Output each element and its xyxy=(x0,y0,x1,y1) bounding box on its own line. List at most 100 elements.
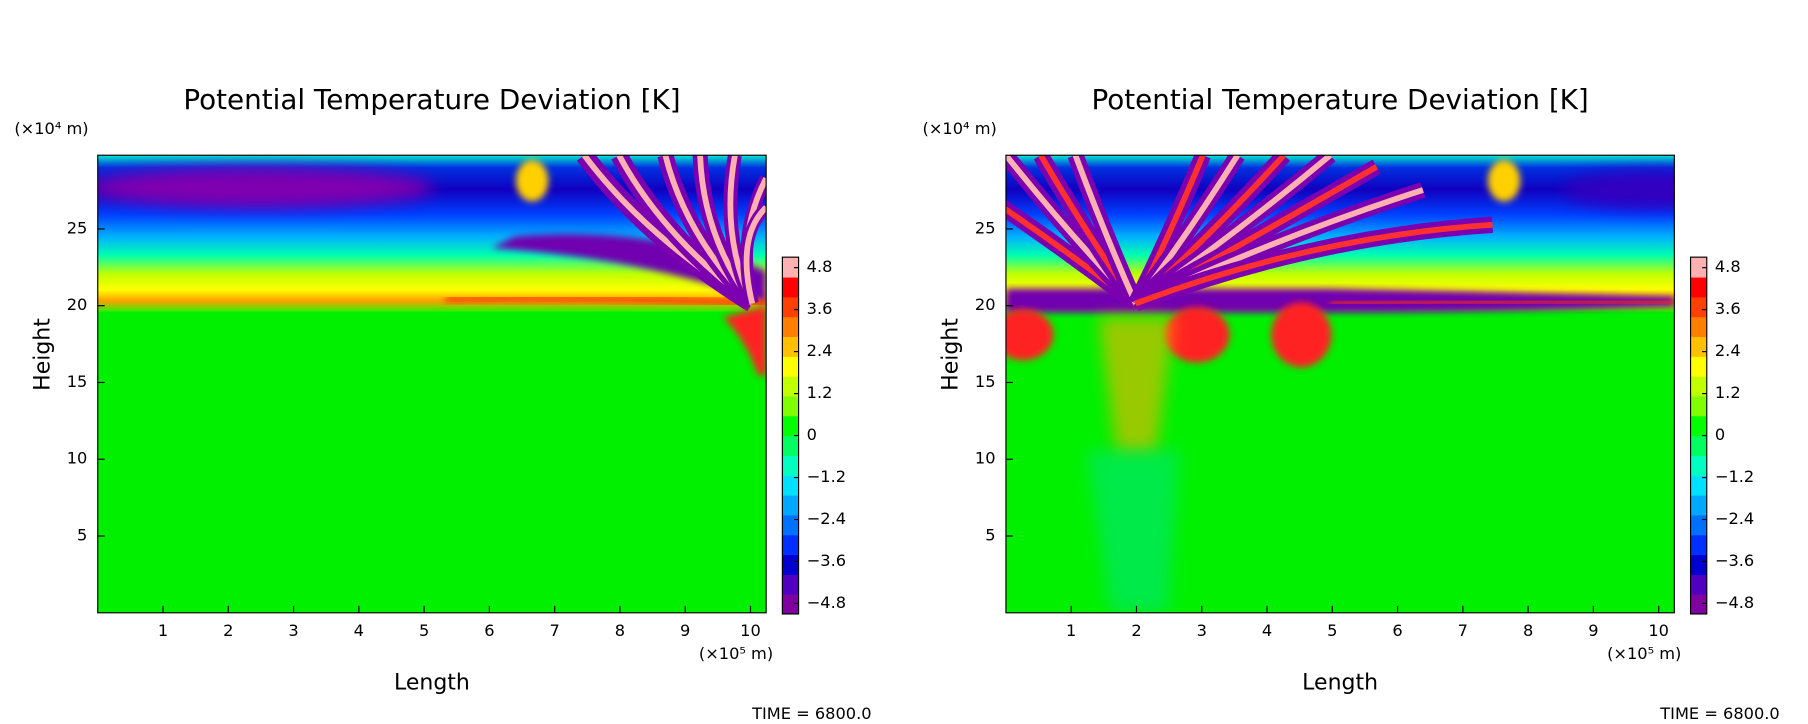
time-annotation: TIME = 6800.0 xyxy=(1659,704,1779,723)
chart-title: Potential Temperature Deviation [K] xyxy=(183,83,680,116)
x-tick-label: 4 xyxy=(354,621,364,640)
colorbar-band xyxy=(1690,574,1707,595)
field-finger-core xyxy=(1072,155,1139,305)
x-tick-label: 7 xyxy=(1458,621,1468,640)
colorbar-band xyxy=(782,514,799,536)
colorbar-band xyxy=(1690,514,1707,536)
x-tick-label: 1 xyxy=(1066,621,1076,640)
colorbar-tick-label: 3.6 xyxy=(1715,299,1741,318)
y-unit: (×10⁴ m) xyxy=(923,119,997,138)
colorbar-tick-label: −2.4 xyxy=(1715,509,1754,528)
panel: Potential Temperature Deviation [K] (×10⁴… xyxy=(14,83,871,723)
field-blob xyxy=(1561,171,1675,209)
colorbar-band xyxy=(1690,356,1707,377)
x-tick-label: 2 xyxy=(223,621,233,640)
colorbar-band xyxy=(1690,276,1707,298)
colorbar-tick-label: −2.4 xyxy=(807,509,846,528)
plot-frame xyxy=(97,154,767,614)
contour-field xyxy=(1005,155,1675,613)
y-tick-label: 10 xyxy=(67,449,88,468)
colorbar-band xyxy=(1690,376,1707,397)
y-tick-label: 20 xyxy=(975,295,996,314)
colorbar-tick-label: 2.4 xyxy=(807,341,833,360)
field-blob xyxy=(515,159,549,202)
field-plume xyxy=(1271,302,1332,368)
chart-title: Potential Temperature Deviation [K] xyxy=(1092,83,1589,116)
colorbar-tick-label: 1.2 xyxy=(1715,383,1741,402)
panel: Potential Temperature Deviation [K] (×10⁴… xyxy=(923,83,1780,723)
colorbar-band xyxy=(1690,257,1707,278)
field-blob xyxy=(97,167,434,208)
y-tick-label: 25 xyxy=(67,218,88,237)
colorbar-tick-label: −4.8 xyxy=(807,593,846,612)
colorbar-tick-label: −4.8 xyxy=(1715,593,1754,612)
field-column xyxy=(1098,317,1174,451)
colorbar-band xyxy=(1690,336,1707,357)
colorbar-band xyxy=(782,276,799,298)
colorbar-band xyxy=(782,455,799,476)
x-axis-label: Length xyxy=(394,670,470,695)
x-unit: (×10⁵ m) xyxy=(1607,644,1681,663)
colorbar-band xyxy=(1690,594,1707,615)
colorbar-tick-label: 2.4 xyxy=(1715,341,1741,360)
x-tick-label: 9 xyxy=(680,621,690,640)
x-tick-label: 2 xyxy=(1131,621,1141,640)
x-tick-label: 7 xyxy=(550,621,560,640)
x-tick-label: 6 xyxy=(1392,621,1402,640)
x-tick-label: 8 xyxy=(615,621,625,640)
colorbar-tick-label: −1.2 xyxy=(807,467,846,486)
colorbar-band xyxy=(782,316,799,338)
y-tick-label: 10 xyxy=(975,449,996,468)
x-tick-label: 10 xyxy=(1648,621,1669,640)
colorbar-tick-label: −1.2 xyxy=(1715,467,1754,486)
field-red-line xyxy=(445,295,767,307)
colorbar-band xyxy=(782,534,799,556)
colorbar-band xyxy=(782,475,799,496)
x-tick-label: 6 xyxy=(484,621,494,640)
colorbar-band xyxy=(1690,495,1707,516)
x-tick-label: 4 xyxy=(1262,621,1272,640)
y-tick-label: 20 xyxy=(67,295,88,314)
colorbar-band xyxy=(782,356,799,377)
field-plume xyxy=(723,305,767,376)
field-red-line xyxy=(1330,298,1675,306)
colorbar-band xyxy=(1690,296,1707,318)
x-axis-label: Length xyxy=(1302,670,1378,695)
time-annotation: TIME = 6800.0 xyxy=(751,704,871,723)
colorbar-band xyxy=(1690,455,1707,476)
x-tick-label: 1 xyxy=(158,621,168,640)
field-blob xyxy=(1487,159,1521,202)
y-tick-label: 25 xyxy=(975,218,996,237)
field-plume xyxy=(1164,306,1230,363)
colorbar-band xyxy=(782,495,799,516)
colorbar-band xyxy=(1690,475,1707,496)
y-axis-label: Height xyxy=(938,318,963,391)
x-tick-label: 3 xyxy=(288,621,298,640)
colorbar-band xyxy=(782,435,799,456)
contour-field xyxy=(97,155,767,613)
colorbar-band xyxy=(1690,554,1707,575)
colorbar-tick-label: 1.2 xyxy=(807,383,833,402)
field-column xyxy=(1087,450,1180,613)
colorbar-tick-label: 0 xyxy=(807,425,817,444)
colorbar-band xyxy=(1690,534,1707,556)
colorbar-tick-label: 4.8 xyxy=(807,257,833,276)
field-plume xyxy=(1005,309,1054,361)
x-tick-label: 5 xyxy=(419,621,429,640)
colorbar-tick-label: 0 xyxy=(1715,425,1725,444)
y-tick-label: 5 xyxy=(77,526,87,545)
colorbar-band xyxy=(1690,316,1707,338)
y-tick-label: 5 xyxy=(985,526,995,545)
plot-frame xyxy=(1005,154,1675,614)
colorbar-band xyxy=(782,395,799,417)
colorbar-tick-label: −3.6 xyxy=(1715,551,1754,570)
field-finger-core xyxy=(1134,221,1493,307)
colorbar-tick-label: −3.6 xyxy=(807,551,846,570)
colorbar-band xyxy=(782,594,799,615)
y-unit: (×10⁴ m) xyxy=(14,119,88,138)
x-unit: (×10⁵ m) xyxy=(699,644,773,663)
colorbar-band xyxy=(782,574,799,595)
field-finger-core xyxy=(743,205,767,305)
